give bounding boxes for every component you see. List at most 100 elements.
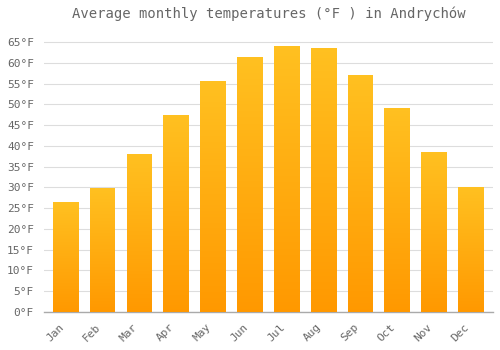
Bar <box>164 176 189 179</box>
Bar <box>274 236 299 239</box>
Bar <box>421 192 447 194</box>
Bar <box>310 94 336 98</box>
Bar <box>458 272 484 273</box>
Bar <box>384 113 410 116</box>
Bar <box>458 187 484 189</box>
Bar <box>384 119 410 121</box>
Bar <box>237 98 263 101</box>
Bar <box>310 84 336 88</box>
Bar <box>164 186 189 189</box>
Bar <box>53 260 78 261</box>
Bar <box>421 280 447 282</box>
Bar <box>200 105 226 107</box>
Bar <box>237 95 263 98</box>
Bar <box>126 172 152 174</box>
Bar <box>348 197 374 199</box>
Bar <box>164 240 189 243</box>
Bar <box>200 231 226 234</box>
Bar <box>126 300 152 302</box>
Bar <box>200 136 226 139</box>
Bar <box>421 226 447 228</box>
Bar <box>200 223 226 225</box>
Bar <box>274 193 299 196</box>
Bar <box>384 203 410 205</box>
Bar <box>53 267 78 268</box>
Bar <box>274 222 299 225</box>
Bar <box>90 298 116 300</box>
Bar <box>274 93 299 96</box>
Bar <box>53 228 78 229</box>
Bar <box>274 106 299 109</box>
Bar <box>237 101 263 104</box>
Bar <box>53 245 78 246</box>
Bar <box>348 78 374 81</box>
Bar <box>421 254 447 256</box>
Bar <box>126 284 152 286</box>
Bar <box>348 211 374 214</box>
Bar <box>274 142 299 146</box>
Bar <box>348 288 374 291</box>
Bar <box>237 85 263 89</box>
Bar <box>384 149 410 152</box>
Bar <box>274 136 299 139</box>
Bar <box>200 286 226 289</box>
Bar <box>421 170 447 172</box>
Bar <box>310 51 336 55</box>
Bar <box>458 217 484 218</box>
Bar <box>126 158 152 160</box>
Bar <box>384 228 410 231</box>
Bar <box>90 253 116 255</box>
Bar <box>126 227 152 229</box>
Bar <box>384 264 410 266</box>
Bar <box>421 240 447 242</box>
Bar <box>164 130 189 132</box>
Bar <box>310 282 336 286</box>
Bar <box>274 133 299 136</box>
Bar <box>164 280 189 282</box>
Bar <box>310 170 336 174</box>
Bar <box>348 294 374 297</box>
Bar <box>126 306 152 308</box>
Bar <box>126 280 152 282</box>
Bar <box>348 273 374 276</box>
Bar <box>90 301 116 303</box>
Bar <box>164 191 189 194</box>
Bar <box>126 203 152 205</box>
Bar <box>164 265 189 267</box>
Bar <box>310 78 336 81</box>
Bar <box>274 289 299 292</box>
Bar <box>348 158 374 161</box>
Bar <box>421 244 447 246</box>
Bar <box>53 290 78 291</box>
Bar <box>126 292 152 294</box>
Bar <box>90 282 116 284</box>
Bar <box>274 116 299 119</box>
Bar <box>384 223 410 225</box>
Bar <box>421 176 447 178</box>
Bar <box>237 296 263 299</box>
Bar <box>90 231 116 233</box>
Bar <box>90 225 116 227</box>
Bar <box>90 213 116 215</box>
Bar <box>237 57 263 60</box>
Bar <box>421 184 447 186</box>
Bar <box>164 196 189 198</box>
Bar <box>90 216 116 218</box>
Bar <box>126 199 152 202</box>
Bar <box>126 245 152 247</box>
Bar <box>384 164 410 167</box>
Bar <box>200 225 226 229</box>
Bar <box>310 48 336 51</box>
Bar <box>200 277 226 280</box>
Bar <box>384 152 410 154</box>
Bar <box>274 179 299 182</box>
Bar <box>200 272 226 274</box>
Bar <box>348 140 374 143</box>
Bar <box>421 204 447 206</box>
Bar <box>53 208 78 209</box>
Bar <box>458 289 484 290</box>
Bar <box>274 199 299 202</box>
Bar <box>90 233 116 235</box>
Bar <box>274 212 299 216</box>
Bar <box>237 168 263 172</box>
